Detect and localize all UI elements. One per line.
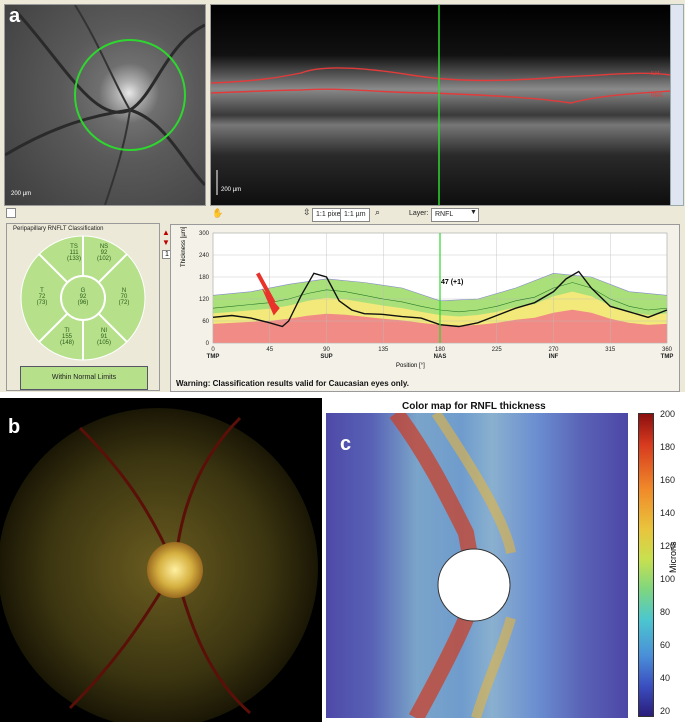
panel-c-color-map: Color map for RNFL thickness c 200 180 1… (322, 398, 685, 722)
classification-result: Within Normal Limits (20, 366, 148, 390)
region-label: SUP (320, 354, 332, 360)
y-tick-label: 240 (199, 253, 210, 259)
rnfl-color-map: c (326, 413, 628, 718)
ir-overlay (5, 5, 205, 205)
zoom-tool-icon[interactable]: ⌕ (375, 207, 381, 217)
panel-b-fundus-photo: b (0, 398, 322, 722)
zoom-height-icon[interactable]: ⇳ (303, 207, 311, 217)
colorbar-tick: 200 (660, 409, 676, 419)
ir-fundus-image: a 200 µm (4, 4, 206, 206)
colorbar-label: Microns (668, 541, 678, 573)
oct-label-rnfl: RNFL (651, 93, 665, 99)
colorbar-tick: 180 (660, 442, 676, 452)
oct-scale-label: 200 µm (221, 187, 242, 193)
colorbar-tick: 120 (660, 541, 676, 551)
oct-scrollbar[interactable] (670, 4, 684, 206)
cursor-label: 47 (+1) (441, 279, 464, 286)
oct-label-ilm: ILM (651, 71, 660, 77)
arrow-up-icon[interactable]: ▲ (162, 228, 170, 237)
patient-thickness-line (212, 270, 668, 328)
panel-letter-c: c (340, 433, 352, 455)
red-arrow-icon (261, 288, 280, 316)
region-label: NAS (434, 354, 447, 360)
x-tick-label: 225 (492, 347, 503, 353)
sector-ti: TI 155 (148) (59, 328, 74, 346)
micron-scale-button[interactable]: 1:1 µm (340, 208, 370, 222)
warning-text: Warning: Classification results valid fo… (176, 379, 409, 388)
region-label: TMP (661, 354, 674, 360)
ir-scale-label: 200 µm (11, 191, 32, 197)
chart-ylabel: Thickness [µm] (181, 226, 187, 267)
colorbar-tick: 80 (660, 607, 671, 617)
y-tick-label: 60 (202, 319, 209, 325)
x-tick-label: 90 (323, 347, 330, 353)
chart-xlabel: Position [°] (396, 363, 425, 369)
x-tick-label: 360 (662, 347, 673, 353)
x-tick-label: 270 (548, 347, 559, 353)
panel-letter-a: a (9, 5, 21, 27)
colorbar-tick: 140 (660, 508, 676, 518)
colormap-title: Color map for RNFL thickness (402, 401, 546, 412)
sector-ts: TS 111 (133) (66, 244, 81, 262)
x-tick-label: 180 (435, 347, 446, 353)
oct-toolbar: ✋ ⇳ 1:1 pixel 1:1 µm ⌕ Layer: RNFL ▼ (210, 207, 680, 223)
checkbox-ir[interactable] (6, 208, 16, 218)
rnflt-classification-panel: Peripapillary RNFLT Classification TS 111… (6, 223, 160, 391)
sector-t: T 72 (73) (36, 288, 48, 306)
sector-n: N 70 (72) (118, 288, 130, 306)
oct-overlay (211, 5, 671, 205)
region-label: INF (549, 354, 559, 360)
color-fundus (0, 408, 318, 722)
sector-ns: NS 92 (102) (96, 244, 111, 262)
x-tick-label: 0 (211, 347, 215, 353)
y-tick-label: 120 (199, 297, 210, 303)
y-tick-label: 0 (206, 341, 210, 347)
x-tick-label: 135 (378, 347, 389, 353)
arrow-down-icon[interactable]: ▼ (162, 238, 170, 247)
colorbar-tick: 160 (660, 475, 676, 485)
red-arrow-shaft (255, 272, 276, 304)
classification-title: Peripapillary RNFLT Classification (13, 226, 104, 232)
thickness-graph-panel: 0 60 120 180 240 300 0 45 90 135 180 225 270 315 360 TM… (170, 224, 680, 392)
colorbar-tick: 100 (660, 574, 676, 584)
x-tick-label: 315 (605, 347, 616, 353)
sector-g: G 92 (96) (77, 288, 89, 306)
sector-ni: NI 91 (105) (96, 328, 111, 346)
panel-a-screenshot: a 200 µm 200 µm ILM RNFL ✋ ⇳ 1:1 pixel 1… (0, 0, 685, 392)
y-tick-label: 300 (199, 231, 210, 237)
sector-pie (20, 235, 146, 361)
layer-label: Layer: (409, 210, 429, 217)
chevron-down-icon[interactable]: ▼ (470, 209, 477, 216)
layer-select[interactable]: RNFL (431, 208, 479, 222)
colorbar-tick: 40 (660, 673, 671, 683)
hand-tool-icon[interactable]: ✋ (212, 208, 224, 218)
colorbar-tick: 60 (660, 640, 671, 650)
colormap-overlay (389, 413, 516, 718)
colorbar (638, 413, 654, 717)
y-tick-label: 180 (199, 275, 210, 281)
x-tick-label: 45 (266, 347, 273, 353)
colorbar-tick: 20 (660, 706, 671, 716)
panel-letter-b: b (8, 416, 21, 438)
oct-bscan: 200 µm ILM RNFL (210, 4, 672, 206)
region-label: TMP (207, 354, 220, 360)
